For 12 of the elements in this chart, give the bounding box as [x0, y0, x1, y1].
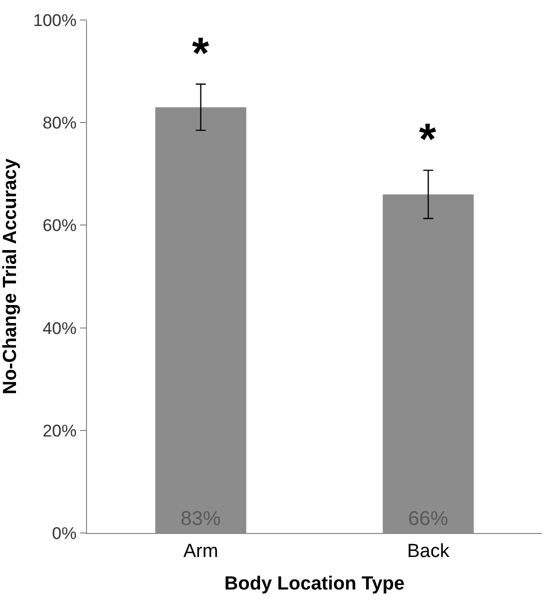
x-axis-title: Body Location Type [224, 574, 405, 595]
y-tick-label: 100% [33, 10, 77, 30]
y-tick-label: 60% [42, 216, 77, 236]
y-tick-label: 40% [42, 318, 77, 338]
x-tick-label: Back [407, 540, 450, 562]
annotation: * [192, 29, 210, 78]
y-tick-label: 0% [52, 524, 77, 543]
x-tick-label: Arm [183, 540, 218, 562]
y-tick-label: 80% [42, 114, 77, 133]
y-tick-label: 20% [42, 421, 77, 440]
y-axis-title: No-Change Trial Accuracy [0, 158, 21, 394]
annotation: * [419, 115, 437, 164]
